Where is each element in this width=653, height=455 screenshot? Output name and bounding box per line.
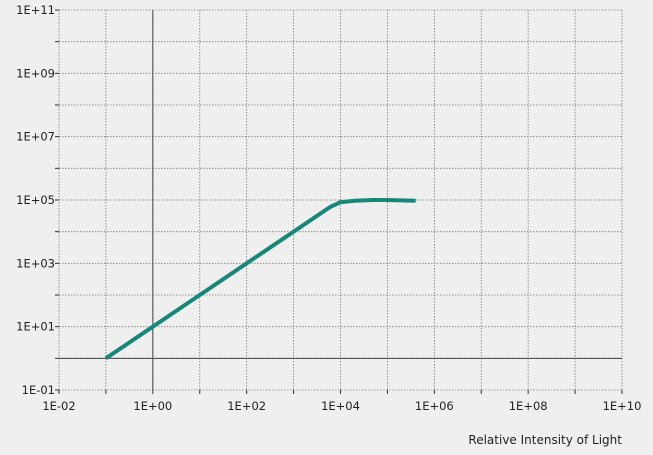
x-tick-label: 1E+02 [227,399,266,413]
y-tick-label: 1E+01 [16,320,55,334]
tick-labels: 1E-02 1E+00 1E+02 1E+04 1E+06 1E+08 1E+10 1E-01… [16,3,641,413]
x-tick-label: 1E+10 [603,399,642,413]
y-tick-label: 1E+03 [16,256,55,270]
series-layer [104,198,416,360]
x-axis-title: Relative Intensity of Light [468,433,622,447]
x-tick-label: 1E+06 [415,399,454,413]
y-tick-label: 1E+09 [16,66,55,80]
x-tick-label: 1E+04 [321,399,360,413]
series-line [104,198,416,360]
y-tick-label: 1E+05 [16,193,55,207]
y-tick-label: 1E+07 [16,130,55,144]
y-tick-label: 1E-01 [22,383,55,397]
y-tick-label: 1E+11 [16,3,55,17]
x-tick-label: 1E+08 [509,399,548,413]
x-tick-label: 1E-02 [42,399,75,413]
x-tick-label: 1E+00 [133,399,172,413]
